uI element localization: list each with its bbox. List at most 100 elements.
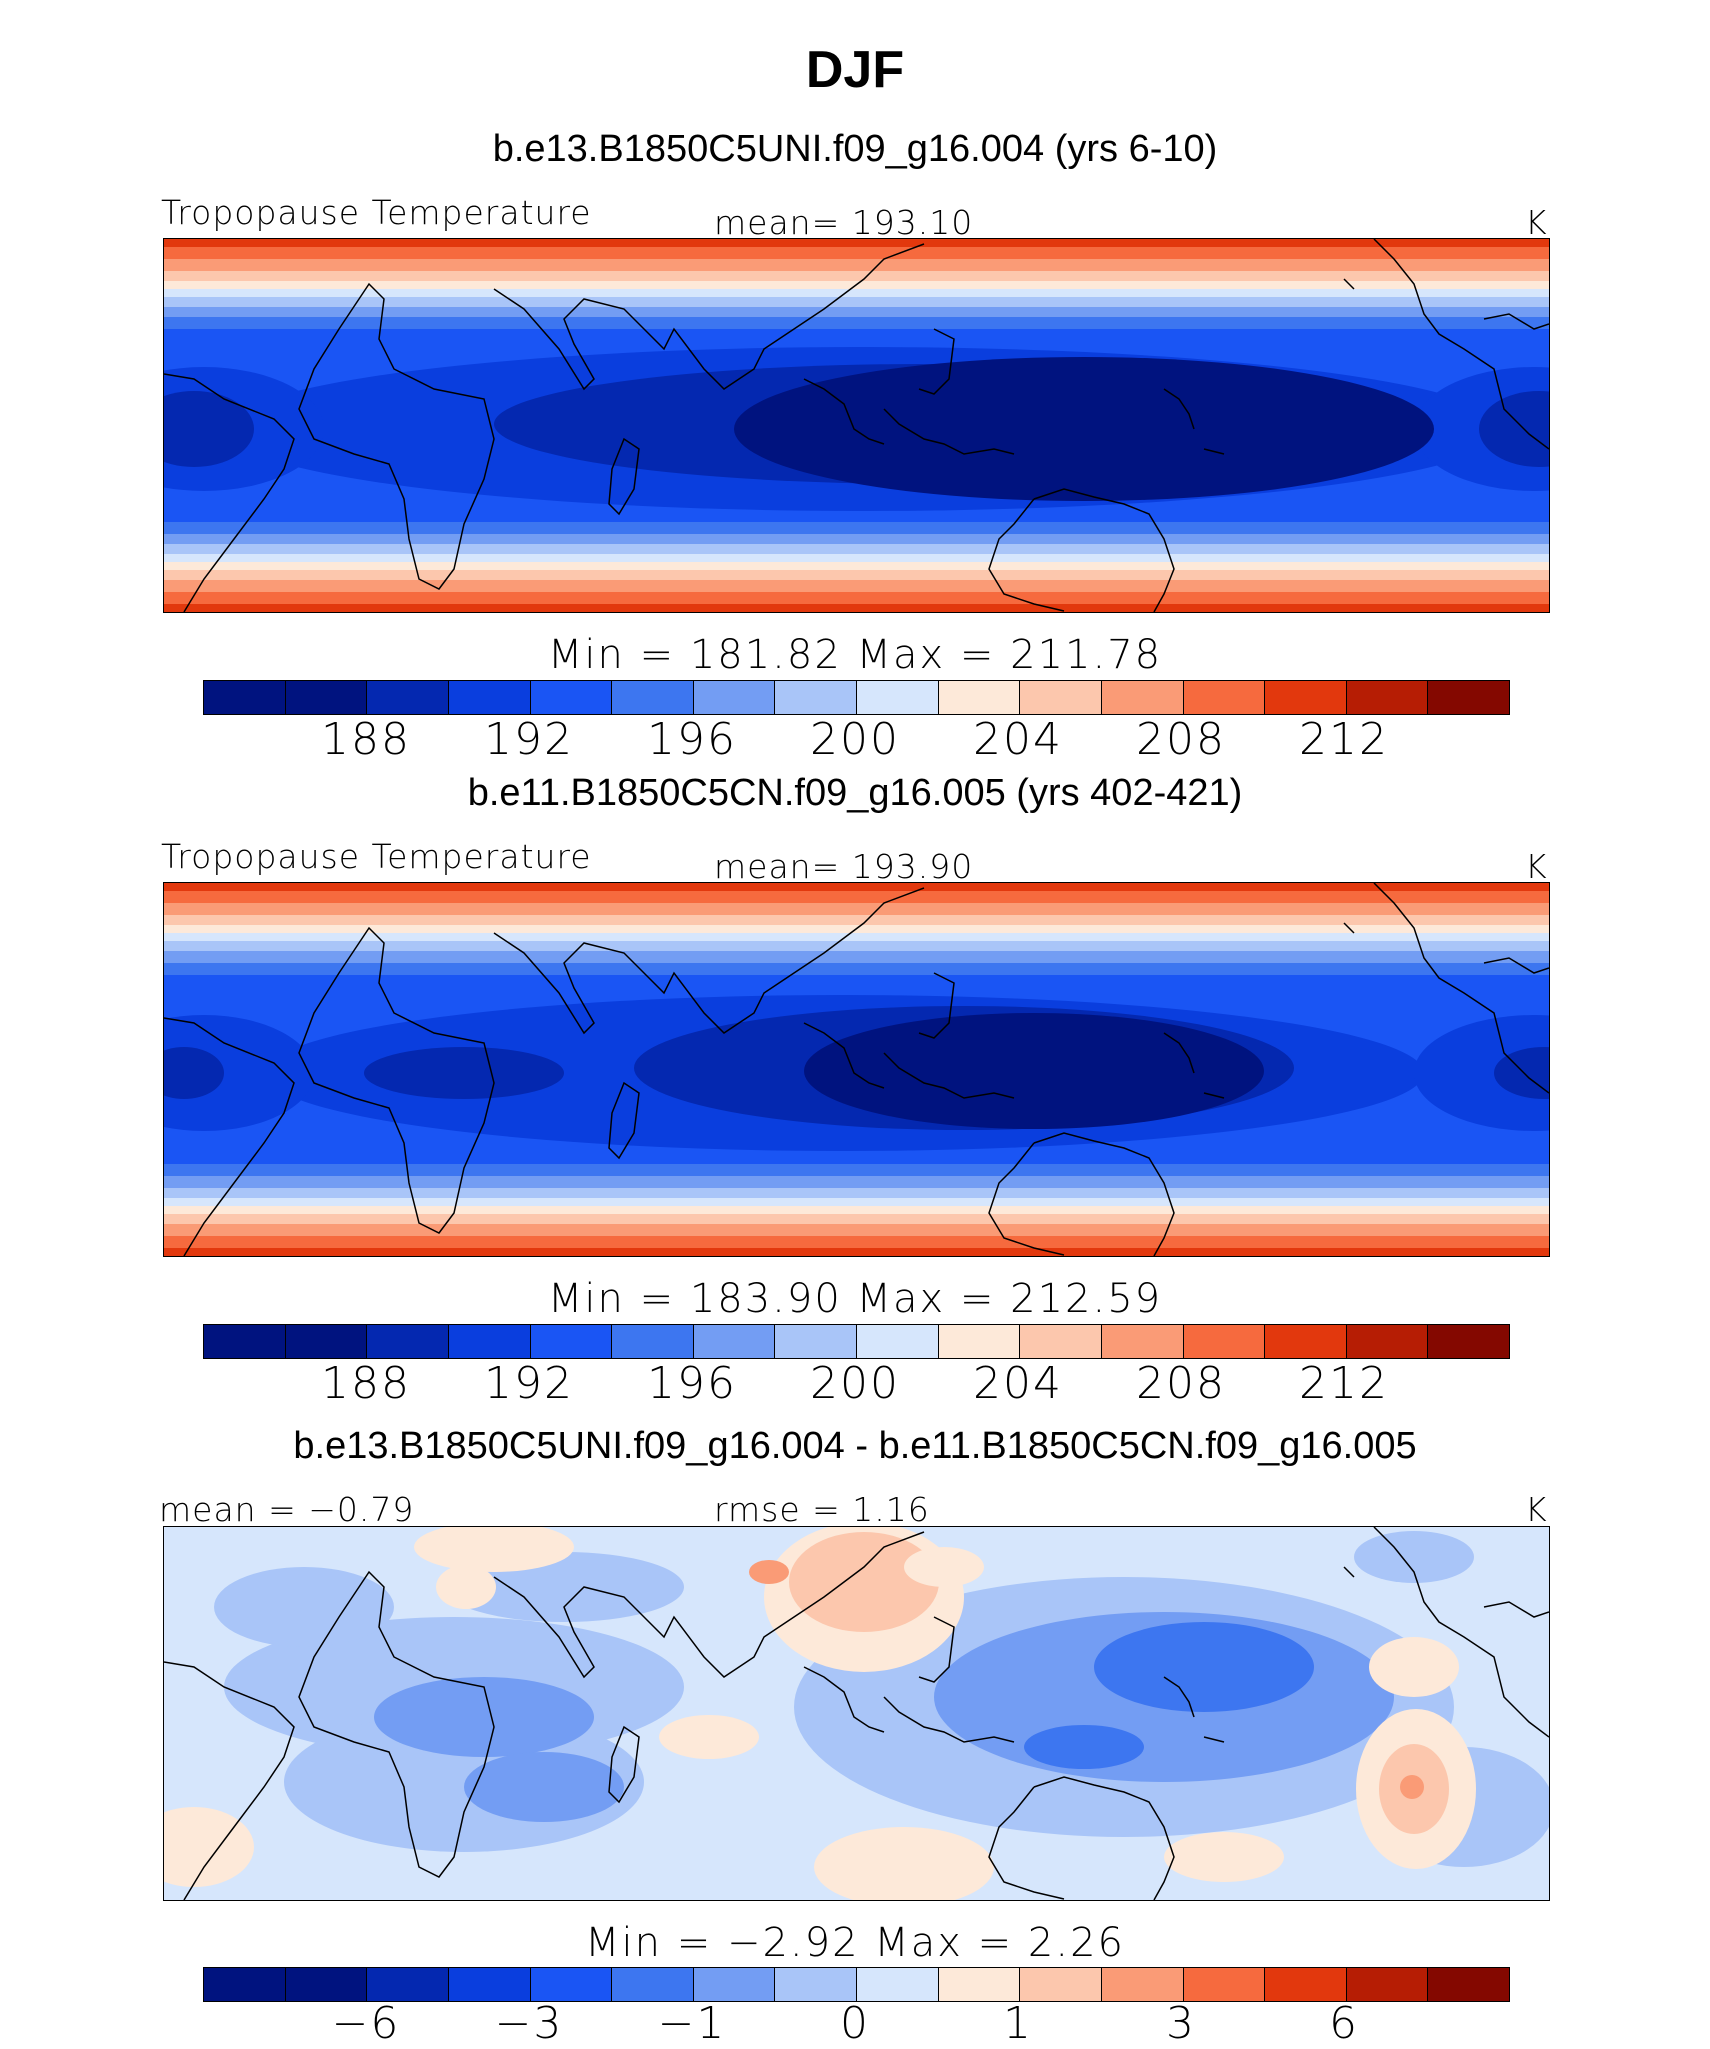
panel-1-colorbar-cell bbox=[204, 681, 286, 714]
panel-3-colorbar-cell bbox=[857, 1968, 939, 2001]
panel-1-mean-label: mean= 193.10 bbox=[714, 203, 974, 242]
panel-1-tick: 212 bbox=[1299, 714, 1389, 765]
panel-2-colorbar bbox=[203, 1324, 1510, 1359]
panel-3-min-label: Min bbox=[585, 1920, 662, 1966]
panel-1-max-value: 211.78 bbox=[1010, 632, 1163, 678]
panel-3-units-label: K bbox=[1525, 1490, 1548, 1529]
panel-3-rmse-label: rmse = 1.16 bbox=[714, 1490, 930, 1529]
panel-2-colorbar-cell bbox=[204, 1325, 286, 1358]
panel-3-difference-field bbox=[164, 1527, 1549, 1900]
panel-1-tick: 196 bbox=[647, 714, 737, 765]
panel-1-colorbar-cell bbox=[1020, 681, 1102, 714]
panel-1-max-label: Max bbox=[856, 632, 946, 678]
panel-3-colorbar-cell bbox=[448, 1968, 531, 2001]
panel-3-colorbar-cell bbox=[775, 1968, 857, 2001]
panel-2-colorbar-cell bbox=[693, 1325, 776, 1358]
panel-1-colorbar-cell bbox=[530, 681, 613, 714]
panel-2-min-label: Min bbox=[547, 1276, 625, 1322]
panel-3-max-value: 2.26 bbox=[1027, 1920, 1125, 1966]
panel-2-tick: 208 bbox=[1136, 1358, 1226, 1409]
panel-3-colorbar-cell bbox=[285, 1968, 368, 2001]
panel-2-tick: 192 bbox=[484, 1358, 574, 1409]
panel-1-tick: 208 bbox=[1136, 714, 1226, 765]
panel-2-tick: 196 bbox=[647, 1358, 737, 1409]
panel-3-colorbar-cell bbox=[530, 1968, 613, 2001]
panel-3-colorbar-cell bbox=[1265, 1968, 1347, 2001]
panel-3-colorbar-cell bbox=[938, 1968, 1021, 2001]
panel-2-units-label: K bbox=[1525, 847, 1548, 886]
panel-3-tick: 6 bbox=[1329, 1998, 1359, 2049]
panel-1-tick: 200 bbox=[810, 714, 900, 765]
panel-1-colorbar-cell bbox=[1101, 681, 1184, 714]
panel-2-map bbox=[163, 882, 1550, 1257]
panel-2-mean-label: mean= 193.90 bbox=[714, 847, 974, 886]
panel-3-colorbar bbox=[203, 1967, 1510, 2002]
panel-3-map bbox=[163, 1526, 1550, 1901]
panel-3-colorbar-cell bbox=[1101, 1968, 1184, 2001]
panel-3-colorbar-cell bbox=[1346, 1968, 1429, 2001]
panel-1-colorbar-cell bbox=[285, 681, 368, 714]
panel-2-colorbar-cell bbox=[857, 1325, 939, 1358]
panel-1-units-label: K bbox=[1525, 203, 1548, 242]
figure-title: DJF bbox=[805, 41, 905, 99]
panel-3-colorbar-cell bbox=[1020, 1968, 1102, 2001]
panel-2-colorbar-cell bbox=[1020, 1325, 1102, 1358]
panel-3-tick: 1 bbox=[1003, 1998, 1033, 2049]
panel-2-colorbar-cell bbox=[448, 1325, 531, 1358]
panel-2-tick: 212 bbox=[1299, 1358, 1389, 1409]
panel-1-colorbar-cell bbox=[775, 681, 857, 714]
panel-1-min-value: 181.82 bbox=[689, 632, 842, 678]
panel-2-colorbar-cell bbox=[775, 1325, 857, 1358]
panel-3-tick: −1 bbox=[657, 1998, 727, 2049]
panel-2-tick: 200 bbox=[810, 1358, 900, 1409]
panel-2-tick: 204 bbox=[973, 1358, 1063, 1409]
panel-3-tick: −6 bbox=[331, 1998, 401, 2049]
panel-1-colorbar bbox=[203, 680, 1510, 715]
panel-2-colorbar-cell bbox=[1265, 1325, 1347, 1358]
panel-1-map bbox=[163, 238, 1550, 613]
panel-3-title: b.e13.B1850C5UNI.f09_g16.004 - b.e11.B18… bbox=[293, 1425, 1417, 1467]
panel-1-title: b.e13.B1850C5UNI.f09_g16.004 (yrs 6-10) bbox=[492, 128, 1218, 170]
panel-3-min-value: −2.92 bbox=[726, 1920, 860, 1966]
panel-1-colorbar-cell bbox=[1346, 681, 1429, 714]
panel-3-colorbar-cell bbox=[693, 1968, 776, 2001]
panel-1-colorbar-cell bbox=[367, 681, 449, 714]
panel-2-colorbar-cell bbox=[1428, 1325, 1509, 1358]
panel-2-colorbar-cell bbox=[367, 1325, 449, 1358]
panel-1-temperature-field bbox=[164, 239, 1549, 612]
panel-1-coastlines bbox=[164, 239, 1549, 612]
panel-3-colorbar-cell bbox=[1428, 1968, 1509, 2001]
panel-2-title: b.e11.B1850C5CN.f09_g16.005 (yrs 402-421… bbox=[467, 772, 1243, 814]
panel-3-colorbar-cell bbox=[204, 1968, 286, 2001]
panel-2-min-value: 183.90 bbox=[689, 1276, 842, 1322]
panel-1-tick: 188 bbox=[321, 714, 411, 765]
panel-2-colorbar-cell bbox=[1346, 1325, 1429, 1358]
panel-2-colorbar-cell bbox=[1183, 1325, 1266, 1358]
panel-1-colorbar-cell bbox=[612, 681, 694, 714]
panel-1-colorbar-cell bbox=[1183, 681, 1266, 714]
panel-2-tick: 188 bbox=[321, 1358, 411, 1409]
panel-2-colorbar-cell bbox=[1101, 1325, 1184, 1358]
panel-3-colorbar-cell bbox=[367, 1968, 449, 2001]
panel-1-variable-label: Tropopause Temperature bbox=[161, 193, 592, 232]
panel-1-colorbar-cell bbox=[1265, 681, 1347, 714]
panel-3-minmax: Min = −2.92 Max = 2.26 bbox=[585, 1920, 1125, 1966]
panel-2-colorbar-cell bbox=[612, 1325, 694, 1358]
panel-2-max-label: Max bbox=[856, 1276, 946, 1322]
panel-1-tick: 192 bbox=[484, 714, 574, 765]
panel-2-minmax: Min = 183.90 Max = 212.59 bbox=[547, 1276, 1163, 1322]
panel-3-tick: −3 bbox=[494, 1998, 564, 2049]
panel-3-mean-label: mean = −0.79 bbox=[159, 1490, 415, 1529]
panel-1-minmax: Min = 181.82 Max = 211.78 bbox=[547, 632, 1163, 678]
panel-2-temperature-field bbox=[164, 883, 1549, 1256]
panel-1-colorbar-cell bbox=[938, 681, 1021, 714]
panel-2-max-value: 212.59 bbox=[1010, 1276, 1163, 1322]
panel-2-colorbar-cell bbox=[285, 1325, 368, 1358]
panel-1-colorbar-cell bbox=[448, 681, 531, 714]
panel-3-max-label: Max bbox=[874, 1920, 963, 1966]
panel-2-colorbar-cell bbox=[938, 1325, 1021, 1358]
panel-2-coastlines bbox=[164, 883, 1549, 1256]
panel-1-min-label: Min bbox=[547, 632, 625, 678]
panel-2-colorbar-cell bbox=[530, 1325, 613, 1358]
panel-1-tick: 204 bbox=[973, 714, 1063, 765]
